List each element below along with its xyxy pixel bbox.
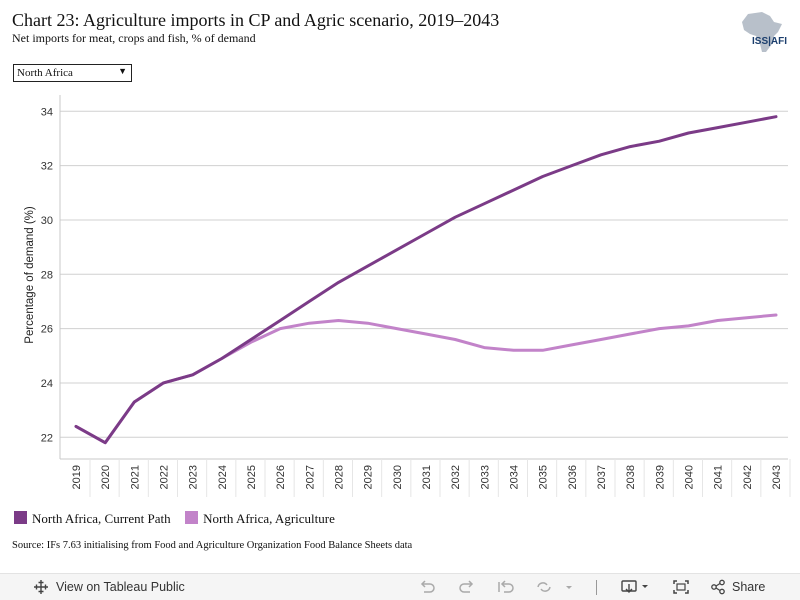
redo-icon[interactable] — [458, 579, 476, 595]
line-chart: 22 24 26 28 30 32 34 2019 2020 2021 2022 2023 2024 20… — [24, 95, 791, 497]
y-tick-label: 24 — [41, 378, 53, 390]
y-tick-label: 32 — [41, 161, 53, 173]
x-tick-label: 2023 — [188, 465, 200, 489]
y-tick-label: 34 — [41, 106, 53, 118]
legend-item-current-path[interactable]: North Africa, Current Path — [14, 509, 171, 527]
refresh-icon[interactable] — [535, 579, 575, 595]
x-tick-label: 2028 — [334, 465, 346, 489]
x-tick-label: 2027 — [304, 465, 316, 489]
share-icon — [711, 579, 725, 595]
series-line-current-path — [74, 115, 778, 445]
x-tick-label: 2024 — [217, 465, 229, 489]
undo-icon[interactable] — [418, 579, 436, 595]
fullscreen-icon[interactable] — [672, 579, 690, 595]
chart-subtitle: Net imports for meat, crops and fish, % … — [12, 31, 256, 45]
legend-label-current-path: North Africa, Current Path — [32, 511, 171, 526]
x-tick-label: 2042 — [742, 465, 754, 489]
revert-icon[interactable] — [497, 579, 515, 595]
view-on-tableau-button[interactable]: View on Tableau Public — [33, 579, 185, 595]
x-tick-label: 2035 — [538, 465, 550, 489]
legend: North Africa, Current Path North Africa,… — [14, 509, 345, 527]
tableau-toolbar: View on Tableau Public Share — [0, 573, 800, 600]
share-button[interactable]: Share — [710, 579, 765, 595]
x-tick-label: 2031 — [421, 465, 433, 489]
x-tick-label: 2041 — [713, 465, 725, 489]
download-icon[interactable] — [620, 579, 652, 595]
x-tick-label: 2034 — [509, 465, 521, 489]
x-tick-label: 2030 — [392, 465, 404, 489]
toolbar-divider — [596, 580, 597, 595]
x-tick-label: 2026 — [275, 465, 287, 489]
region-filter-dropdown[interactable]: North Africa ▼ — [13, 64, 132, 82]
x-tick-label: 2029 — [363, 465, 375, 489]
tableau-logo-icon — [34, 580, 48, 594]
x-tick-label: 2043 — [771, 465, 783, 489]
y-tick-label: 30 — [41, 215, 53, 227]
x-tick-label: 2037 — [596, 465, 608, 489]
legend-swatch-agriculture — [185, 511, 199, 524]
x-tick-label: 2038 — [625, 465, 637, 489]
x-tick-label: 2020 — [100, 465, 112, 489]
y-axis-label: Percentage of demand (%) — [24, 206, 36, 344]
logo-text: ISS|AFI — [752, 36, 787, 47]
chevron-down-icon: ▼ — [118, 66, 127, 76]
source-note: Source: IFs 7.63 initialising from Food … — [12, 540, 413, 551]
y-tick-label: 26 — [41, 324, 53, 336]
share-label: Share — [732, 580, 766, 594]
x-tick-label: 2019 — [71, 465, 83, 489]
y-tick-label: 22 — [41, 432, 53, 444]
x-tick-label: 2025 — [246, 465, 258, 489]
x-tick-label: 2039 — [654, 465, 666, 489]
y-tick-label: 28 — [41, 269, 53, 281]
x-tick-label: 2036 — [567, 465, 579, 489]
x-tick-label: 2021 — [129, 465, 141, 489]
region-filter-value: North Africa — [17, 67, 73, 79]
chart-title: Chart 23: Agriculture imports in CP and … — [12, 10, 500, 30]
view-on-tableau-label: View on Tableau Public — [56, 580, 185, 594]
x-tick-label: 2022 — [159, 465, 171, 489]
iss-africa-logo: ISS|AFI — [742, 12, 787, 52]
legend-swatch-current-path — [14, 511, 27, 524]
x-tick-label: 2033 — [479, 465, 491, 489]
legend-item-agriculture[interactable]: North Africa, Agriculture — [185, 509, 335, 527]
x-tick-label: 2032 — [450, 465, 462, 489]
legend-label-agriculture: North Africa, Agriculture — [203, 511, 335, 526]
x-tick-label: 2040 — [684, 465, 696, 489]
